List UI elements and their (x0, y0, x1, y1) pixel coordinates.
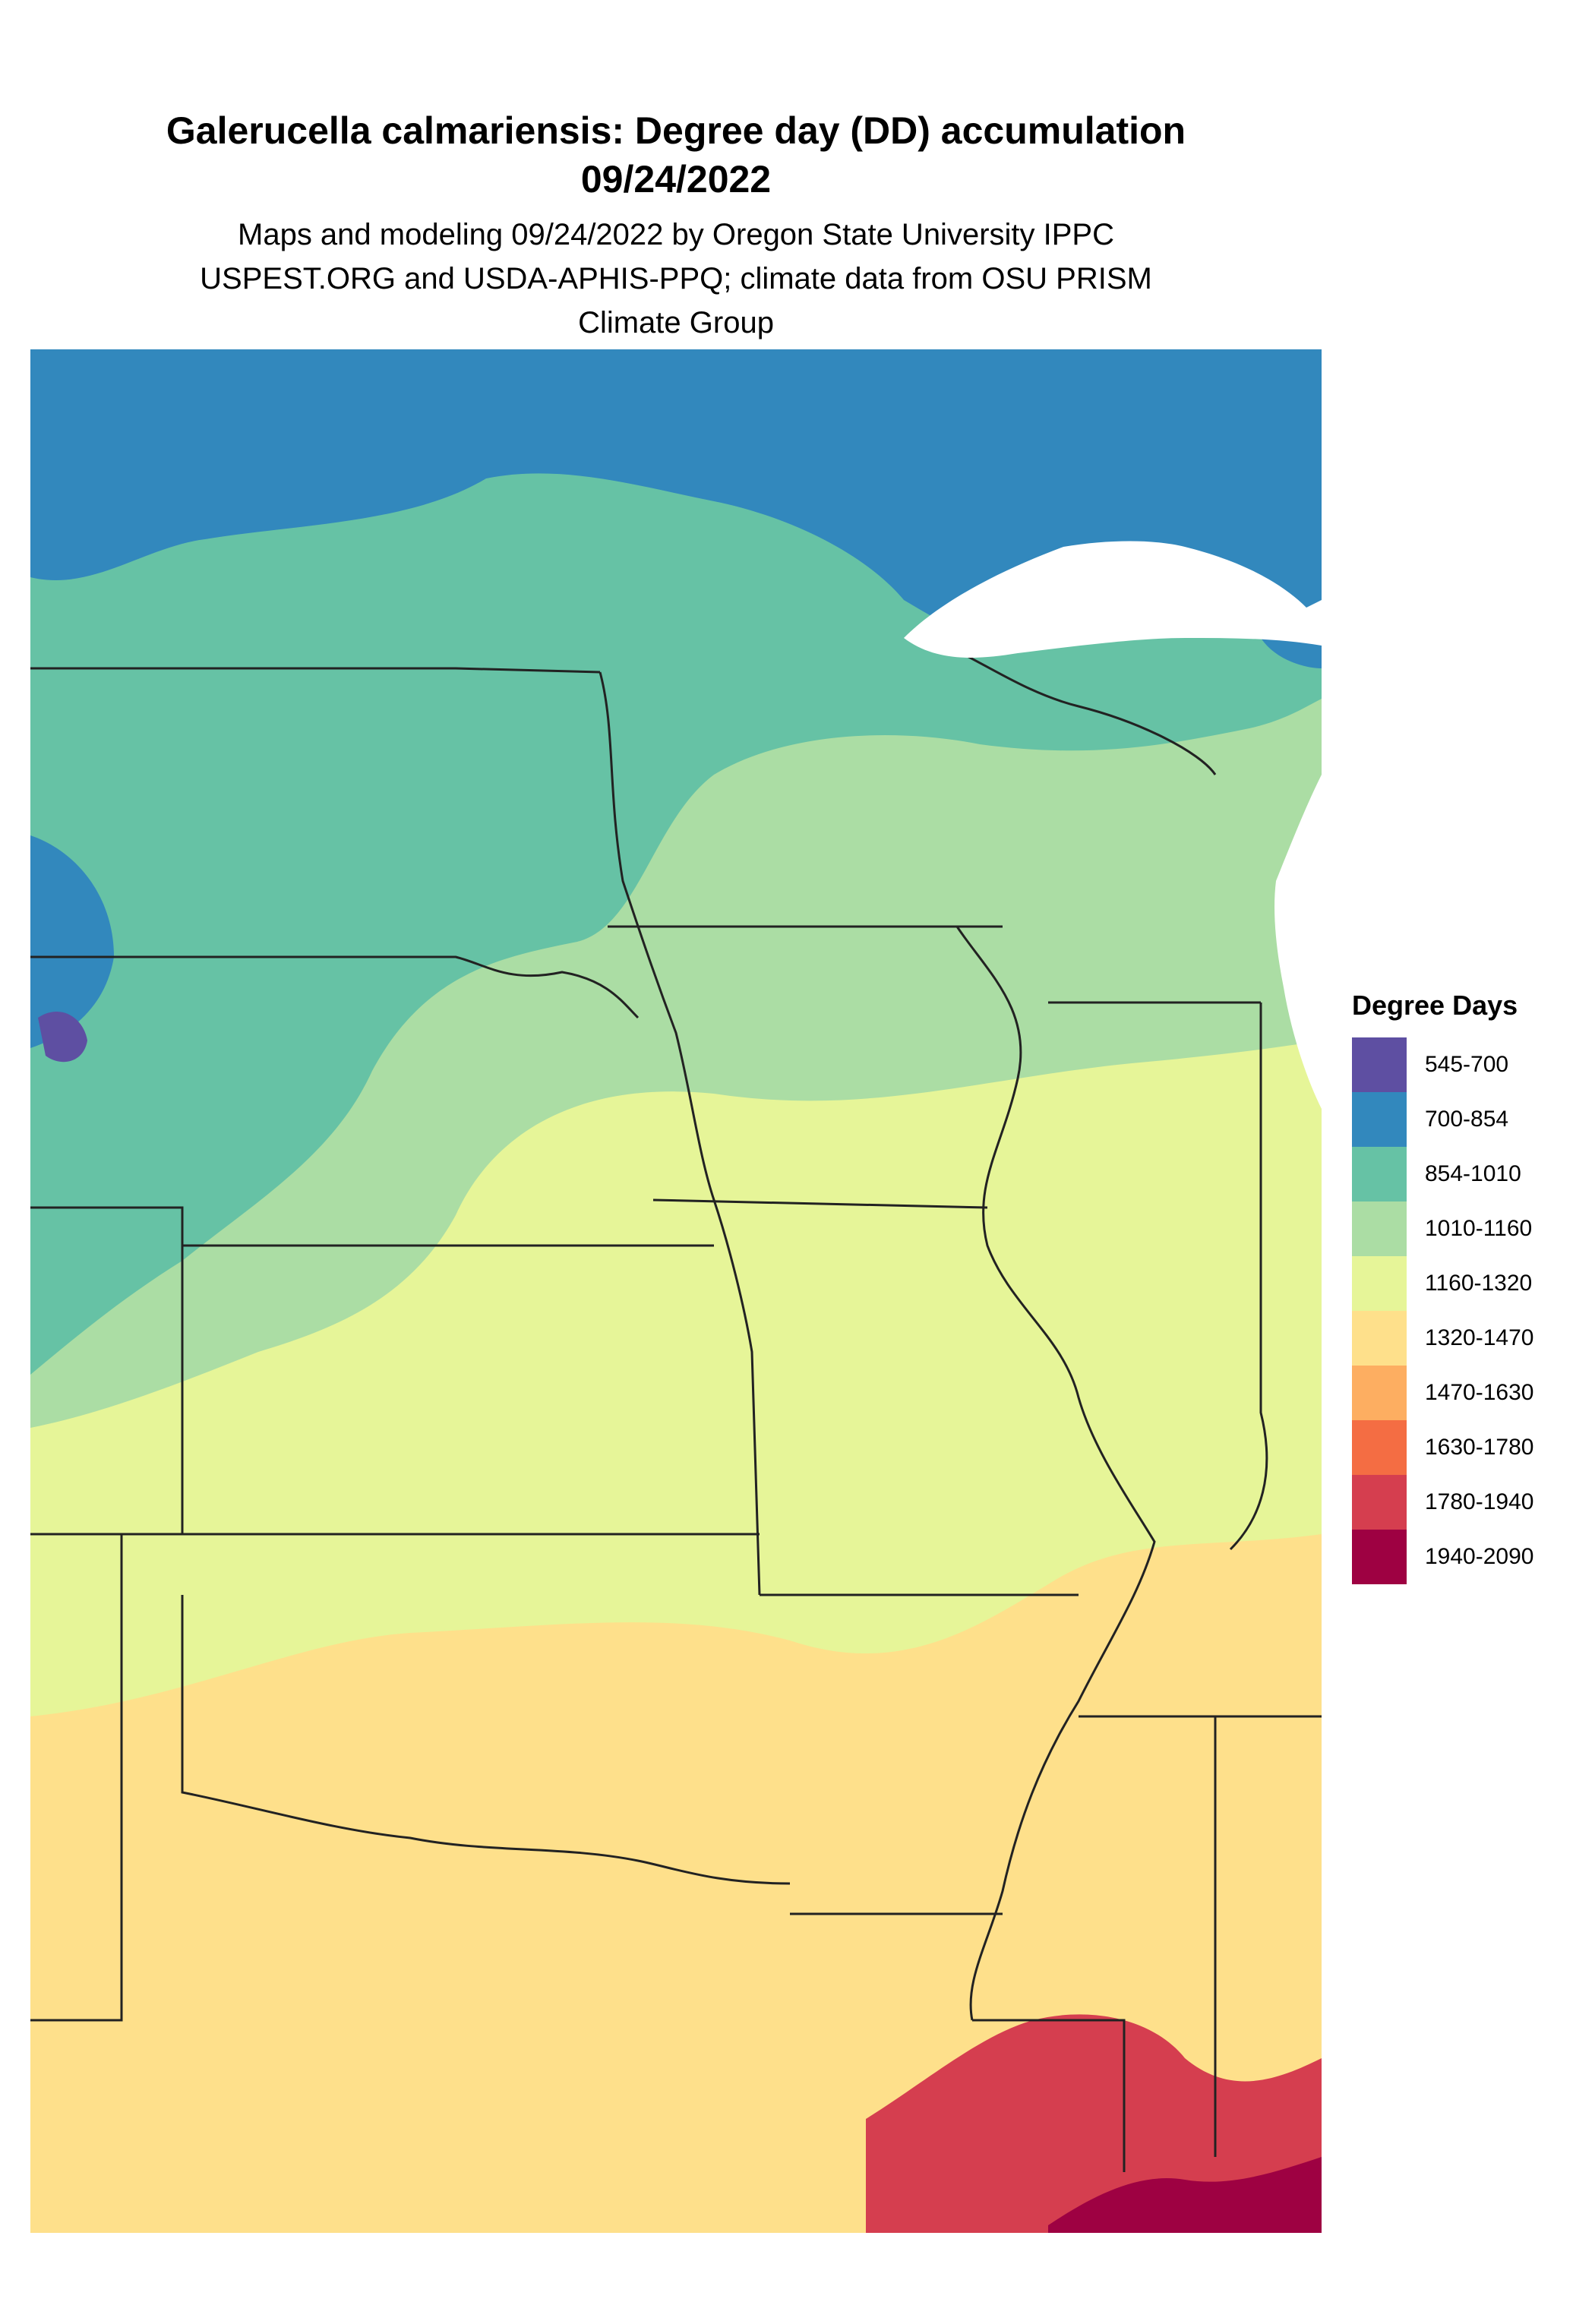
legend-item: 1160-1320 (1352, 1256, 1580, 1311)
legend-swatch (1352, 1092, 1407, 1147)
border-north-south-dakota (30, 667, 601, 674)
legend-item: 1320-1470 (1352, 1311, 1580, 1366)
border-missouri-river (599, 671, 761, 1596)
legend-label: 1940-2090 (1425, 1544, 1534, 1569)
legend-title: Degree Days (1352, 990, 1518, 1021)
legend-swatch (1352, 1530, 1407, 1584)
legend-label: 1470-1630 (1425, 1380, 1534, 1405)
map-credits: Maps and modeling 09/24/2022 by Oregon S… (200, 218, 1152, 339)
legend-label: 700-854 (1425, 1107, 1509, 1132)
border-mississippi-alabama (1079, 1715, 1322, 2157)
border-mississippi-gulf (972, 2019, 1126, 2172)
legend-swatch (1352, 1201, 1407, 1256)
legend-item: 1940-2090 (1352, 1530, 1580, 1584)
lake-michigan (1274, 775, 1322, 1109)
legend-item: 545-700 (1352, 1037, 1580, 1092)
legend-item: 1470-1630 (1352, 1366, 1580, 1420)
border-south-dakota-nebraska (30, 955, 640, 1019)
legend-item: 854-1010 (1352, 1147, 1580, 1201)
legend-swatch (1352, 1420, 1407, 1475)
legend: Degree Days 545-700 700-854 854-1010 1010-1… (1352, 987, 1580, 1584)
lake-superior (904, 541, 1322, 658)
border-illinois-indiana (1229, 1003, 1268, 1551)
legend-swatch (1352, 1311, 1407, 1366)
legend-swatch (1352, 1256, 1407, 1311)
border-iowa-missouri (652, 1198, 988, 1209)
legend-item: 1010-1160 (1352, 1201, 1580, 1256)
degree-day-map (30, 349, 1322, 2233)
legend-item: 700-854 (1352, 1092, 1580, 1147)
legend-label: 854-1010 (1425, 1161, 1521, 1186)
border-western-states (30, 1206, 184, 2022)
legend-label: 1780-1940 (1425, 1489, 1534, 1514)
zone-1780-1940 (866, 2014, 1322, 2233)
legend-swatch (1352, 1147, 1407, 1201)
legend-items: 545-700 700-854 854-1010 1010-1160 1160-1320… (1352, 1037, 1580, 1584)
legend-label: 1630-1780 (1425, 1435, 1534, 1460)
legend-label: 1320-1470 (1425, 1325, 1534, 1350)
legend-swatch (1352, 1475, 1407, 1530)
legend-swatch (1352, 1366, 1407, 1420)
legend-label: 545-700 (1425, 1052, 1509, 1077)
legend-label: 1010-1160 (1425, 1216, 1533, 1241)
lakes (904, 541, 1322, 1109)
map-svg (30, 349, 1322, 2233)
border-mississippi-river (955, 926, 1156, 2021)
border-oklahoma-texas (181, 1595, 791, 1885)
state-borders (30, 636, 1322, 2172)
map-date: 09/24/2022 (580, 158, 772, 201)
legend-swatch (1352, 1037, 1407, 1092)
zone-1940-2090 (1048, 2157, 1322, 2233)
map-title-block: Galerucella calmariensis: Degree day (DD… (0, 106, 1352, 345)
zone-700-854-west (30, 835, 114, 1048)
zone-545-700-west (38, 1011, 87, 1063)
legend-item: 1780-1940 (1352, 1475, 1580, 1530)
legend-item: 1630-1780 (1352, 1420, 1580, 1475)
map-title: Galerucella calmariensis: Degree day (DD… (166, 109, 1186, 152)
legend-label: 1160-1320 (1425, 1271, 1533, 1296)
